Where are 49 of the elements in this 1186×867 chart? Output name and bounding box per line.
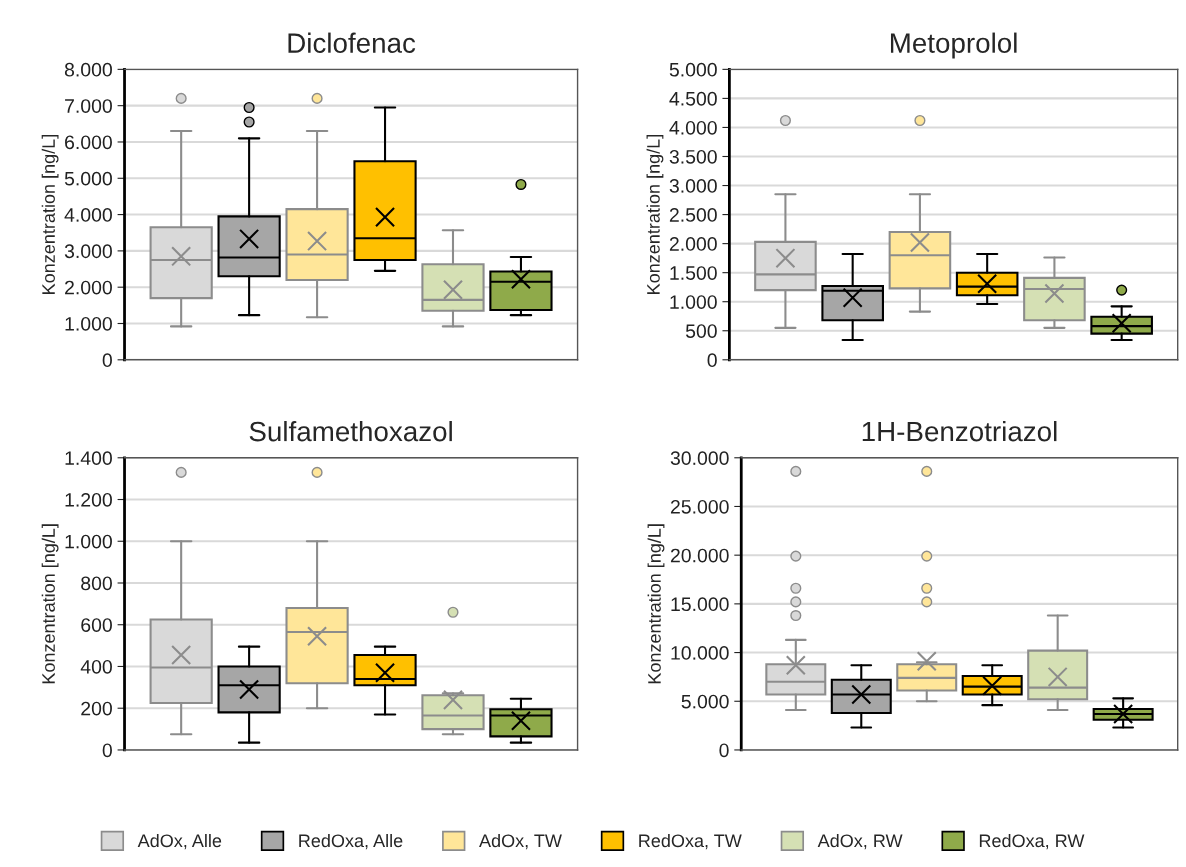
y-tick-label: 0 <box>102 353 112 368</box>
y-axis-title: Konzentration [ng/L] <box>646 135 664 294</box>
y-tick-label: 1.400 <box>65 451 112 466</box>
y-tick-label: 10.000 <box>671 646 729 660</box>
y-tick-label: 2.000 <box>65 280 112 295</box>
y-tick-label: 1.200 <box>65 492 112 507</box>
y-tick-label: 3.500 <box>669 149 717 164</box>
chart-title: Sulfamethoxazol <box>249 420 452 442</box>
y-tick-label: 200 <box>81 701 112 716</box>
y-tick-label: 20.000 <box>670 548 729 563</box>
y-tick-label: 6.000 <box>65 135 112 150</box>
y-tick-label: 7.000 <box>65 99 112 113</box>
y-tick-label: 1.000 <box>65 316 112 331</box>
y-tick-label: 800 <box>81 576 112 591</box>
chart-title: Diclofenac <box>288 32 416 53</box>
y-tick-label: 600 <box>81 618 112 632</box>
chart-title: Metoprolol <box>890 32 1017 59</box>
y-tick-label: 1.500 <box>670 266 717 280</box>
y-tick-label: 1.000 <box>670 295 717 309</box>
y-tick-label: 4.500 <box>669 91 717 106</box>
y-tick-label: 4.000 <box>64 208 112 222</box>
legend-label: AdOx, RW <box>817 833 903 850</box>
chart-title: 1H-Benzotriazol <box>862 420 1057 442</box>
legend-label: RedOxa, TW <box>639 833 742 850</box>
y-tick-label: 5.000 <box>681 694 729 709</box>
legend-label: RedOxa, Alle <box>299 833 403 850</box>
y-tick-label: 2.500 <box>669 208 717 222</box>
y-tick-label: 8.000 <box>64 62 112 77</box>
legend-label: RedOxa, RW <box>979 833 1085 850</box>
y-axis-title: Konzentration [ng/L] <box>41 524 59 684</box>
y-tick-label: 30.000 <box>670 451 729 466</box>
y-tick-label: 0 <box>707 353 717 368</box>
y-axis-title: Konzentration [ng/L] <box>41 135 59 294</box>
y-tick-label: 500 <box>685 324 717 338</box>
y-tick-label: 1.000 <box>65 534 112 549</box>
y-tick-label: 4.000 <box>669 120 717 135</box>
y-tick-label: 5.000 <box>669 62 717 77</box>
y-tick-label: 25.000 <box>670 499 729 514</box>
y-axis-title: Konzentration [ng/L] <box>647 524 665 684</box>
y-tick-label: 15.000 <box>671 597 729 612</box>
y-tick-label: 3.000 <box>64 244 112 259</box>
legend-label: AdOx, TW <box>479 833 562 850</box>
y-tick-label: 3.000 <box>669 179 717 193</box>
y-tick-label: 0 <box>719 743 729 758</box>
legend-label: AdOx, Alle <box>137 833 222 850</box>
y-tick-label: 5.000 <box>64 171 112 186</box>
y-tick-label: 2.000 <box>669 237 717 251</box>
y-tick-label: 400 <box>80 659 112 674</box>
y-tick-label: 0 <box>102 743 112 758</box>
